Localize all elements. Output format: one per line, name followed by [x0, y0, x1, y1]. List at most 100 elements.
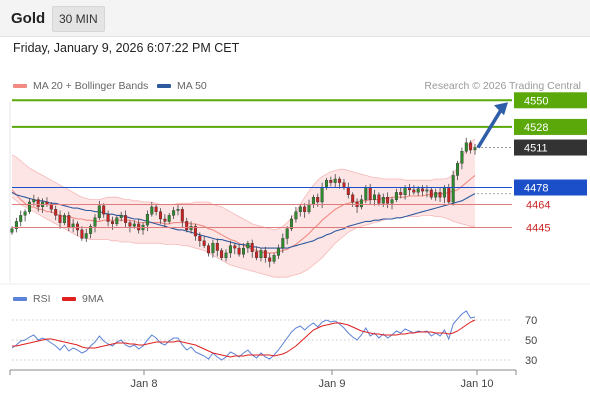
resistance-tag-text: 4528 — [524, 122, 548, 134]
candle-body — [176, 209, 180, 211]
candle-body — [241, 247, 245, 255]
candle — [28, 198, 32, 215]
candle — [473, 143, 477, 155]
candle-body — [158, 211, 162, 220]
candle-body — [447, 187, 451, 203]
candle — [429, 187, 433, 200]
candle-body — [80, 229, 84, 239]
rsi-tick-50: 50 — [525, 335, 537, 347]
candle — [158, 208, 162, 224]
candle-body — [325, 179, 329, 188]
candle-body — [75, 223, 79, 231]
candle-body — [285, 228, 289, 239]
candle-body — [346, 187, 350, 196]
legend-ma20-bollinger: MA 20 + Bollinger Bands — [13, 80, 148, 92]
candle — [172, 206, 176, 220]
candle-body — [224, 252, 228, 258]
level-4445: 4445 — [12, 222, 550, 234]
candle — [333, 174, 337, 188]
candle-body — [359, 199, 363, 208]
candle — [290, 215, 294, 232]
candle-body — [373, 194, 377, 200]
candle-body — [14, 221, 18, 229]
timestamp: Friday, January 9, 2026 6:07:22 PM CET — [13, 41, 240, 55]
candle — [58, 210, 62, 229]
candle — [259, 248, 263, 262]
candle — [250, 239, 254, 258]
candle-body — [89, 226, 93, 234]
candle — [421, 185, 425, 196]
candle — [399, 187, 403, 199]
candle-body — [36, 199, 40, 208]
candle-body — [150, 206, 154, 215]
candle-body — [167, 215, 171, 222]
candle-body — [67, 215, 71, 228]
candle-body — [442, 187, 446, 198]
candle-body — [115, 217, 119, 225]
candle — [228, 240, 232, 258]
candle — [386, 192, 390, 209]
candle-body — [215, 242, 219, 251]
candle — [294, 206, 298, 223]
candle-body — [364, 187, 368, 200]
candle-body — [202, 240, 206, 246]
candle — [434, 188, 438, 201]
legend-rsi-label: RSI — [33, 293, 51, 305]
candle-body — [84, 233, 88, 239]
candle-body — [106, 213, 110, 222]
instrument-title: Gold — [11, 10, 46, 27]
candle — [329, 176, 333, 187]
candle-body — [119, 215, 123, 218]
candle — [202, 235, 206, 249]
candle — [281, 233, 285, 253]
candle-body — [220, 250, 224, 259]
candle-body — [473, 147, 477, 151]
candle-body — [307, 204, 311, 213]
candle — [32, 194, 36, 206]
candle — [285, 226, 289, 245]
candle-body — [281, 238, 285, 249]
candle — [215, 238, 219, 257]
candle — [54, 205, 58, 221]
candle-body — [163, 218, 167, 222]
candle-body — [137, 223, 141, 231]
candle — [193, 223, 197, 241]
candle — [185, 217, 189, 233]
candle — [464, 137, 468, 154]
legend-ma20-label: MA 20 + Bollinger Bands — [33, 80, 149, 92]
candle — [19, 210, 23, 227]
candle-body — [228, 245, 232, 254]
candle — [102, 203, 106, 218]
candle-body — [180, 209, 184, 222]
top-bar: Gold 30 MIN — [0, 0, 590, 37]
candle — [80, 226, 84, 241]
legend-ma20-swatch — [13, 84, 27, 88]
candle — [373, 189, 377, 206]
candle — [84, 228, 88, 243]
candle — [211, 239, 215, 258]
candle — [180, 206, 184, 228]
resistance-tag — [514, 92, 587, 109]
candle-body — [298, 206, 302, 212]
candle — [89, 223, 93, 239]
x-tick-label: Jan 9 — [319, 378, 346, 390]
candle-body — [93, 217, 97, 227]
pivot-tag-text: 4478 — [524, 183, 548, 195]
candle — [154, 204, 158, 216]
candle — [303, 203, 307, 218]
candle-body — [32, 199, 36, 203]
candle-body — [333, 178, 337, 183]
last-price-tag — [514, 139, 587, 156]
timeframe-button[interactable]: 30 MIN — [52, 6, 105, 32]
legend-9ma: 9MA — [62, 293, 104, 305]
credit-text: Research © 2026 Trading Central — [424, 80, 581, 92]
candle-body — [390, 199, 394, 204]
candle-body — [58, 215, 62, 223]
forecast-arrow-head — [494, 102, 508, 116]
candle-body — [102, 205, 106, 215]
candle — [390, 197, 394, 210]
candle — [394, 188, 398, 203]
candle — [23, 209, 27, 222]
candle-body — [429, 189, 433, 198]
